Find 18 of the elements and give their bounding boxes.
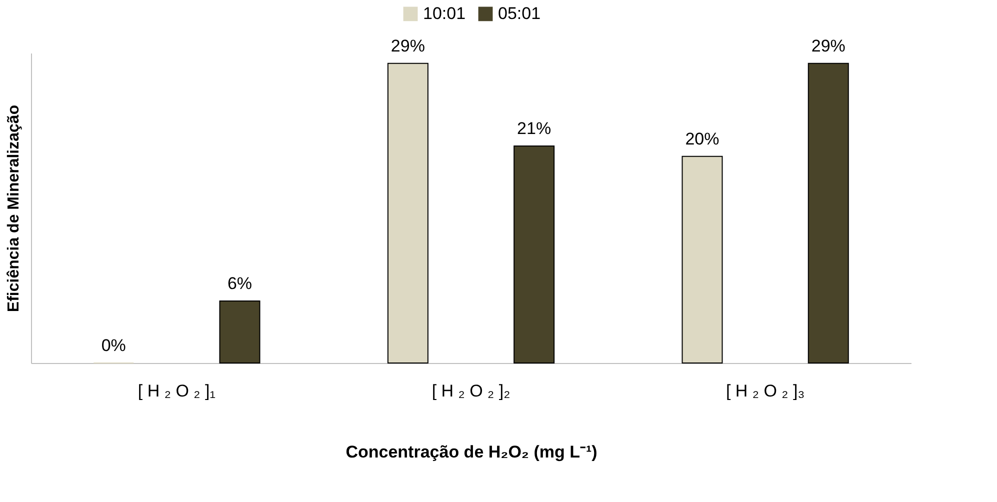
bar (514, 146, 555, 364)
data-label: 29% (811, 36, 846, 56)
bar (808, 62, 849, 364)
x-tick-label: [ H ₂ O ₂ ]₂ (432, 382, 510, 400)
x-axis-title: Concentração de H₂O₂ (mg L⁻¹) (346, 442, 598, 462)
data-label: 6% (227, 274, 252, 293)
data-label: 20% (685, 129, 720, 148)
legend-label: 05:01 (498, 4, 541, 23)
bar (219, 300, 260, 364)
x-tick-label: [ H ₂ O ₂ ]₃ (726, 382, 805, 400)
bar (387, 62, 428, 364)
data-label: 21% (517, 119, 552, 138)
data-label: 0% (101, 336, 126, 355)
legend-label: 10:01 (423, 4, 466, 23)
data-label: 29% (390, 36, 425, 56)
bar (682, 156, 723, 364)
y-axis-title: Eficiência de Mineralização (6, 104, 22, 312)
x-tick-label: [ H ₂ O ₂ ]₁ (138, 382, 216, 400)
